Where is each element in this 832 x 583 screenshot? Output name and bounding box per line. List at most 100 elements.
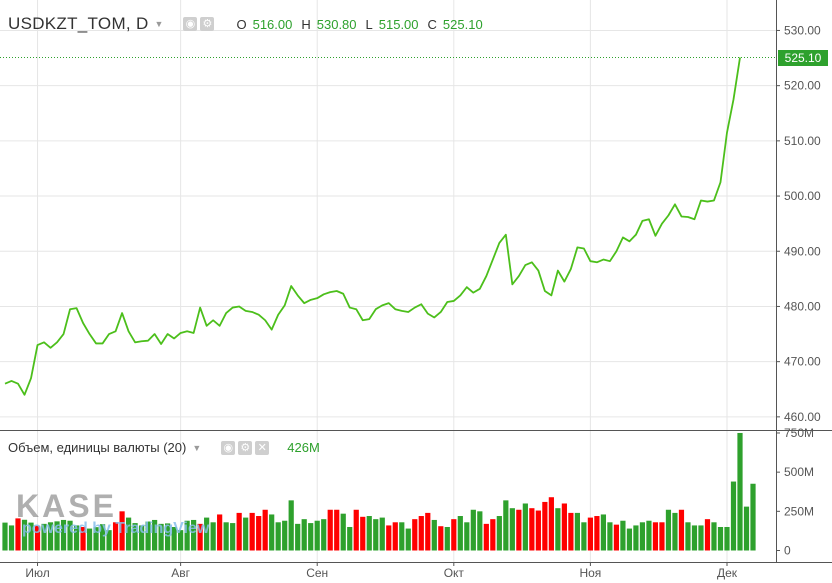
volume-bar — [210, 522, 216, 551]
volume-bar — [262, 509, 268, 551]
volume-bar — [724, 526, 730, 551]
volume-bar — [80, 526, 86, 551]
volume-title[interactable]: Объем, единицы валюты (20) — [8, 440, 187, 455]
time-tick-label: Июл — [25, 566, 49, 580]
volume-bar — [399, 522, 405, 551]
close-icon[interactable]: ✕ — [255, 440, 270, 455]
volume-bar — [15, 518, 21, 551]
volume-bar — [34, 525, 41, 551]
volume-bar — [607, 522, 613, 551]
volume-bar — [581, 522, 587, 551]
volume-bar — [275, 522, 281, 551]
gear-icon[interactable]: ⚙ — [238, 440, 253, 455]
volume-bar — [548, 497, 554, 551]
symbol-label[interactable]: USDKZT_TOM, D — [8, 14, 149, 33]
volume-bar — [301, 519, 307, 551]
volume-bar — [340, 513, 346, 551]
volume-bar — [366, 516, 372, 551]
high-label: H — [301, 16, 311, 32]
volume-bar — [665, 509, 672, 551]
volume-bar — [457, 516, 463, 551]
volume-bar — [67, 520, 73, 551]
tradingview-credit[interactable]: powered by TradingView — [22, 520, 210, 537]
volume-bar — [112, 522, 119, 551]
volume-bar — [652, 522, 659, 551]
volume-bar — [165, 523, 171, 551]
volume-bar — [490, 519, 496, 551]
volume-bar — [568, 512, 574, 551]
volume-bar — [574, 512, 580, 551]
volume-bar — [451, 519, 457, 551]
price-tick-label: 510.00 — [784, 134, 821, 148]
time-axis[interactable]: Июл Авг Сен Окт Ноя Дек — [25, 562, 738, 580]
volume-bars — [2, 432, 756, 551]
volume-bar — [132, 523, 138, 551]
volume-bar — [737, 432, 743, 551]
volume-bar — [249, 512, 255, 551]
eye-icon[interactable]: ◉ — [221, 440, 236, 455]
volume-bar — [470, 509, 476, 551]
volume-bar — [678, 509, 685, 551]
volume-tick-label: 500M — [784, 465, 814, 479]
volume-bar — [620, 520, 626, 551]
volume-bar — [73, 525, 80, 551]
volume-bar — [516, 509, 522, 551]
volume-bar — [21, 519, 28, 551]
volume-bar — [373, 519, 379, 551]
volume-bar — [230, 523, 236, 551]
high-value: 530.80 — [316, 16, 357, 32]
eye-icon[interactable]: ◉ — [183, 17, 198, 31]
price-tick-label: 520.00 — [784, 79, 821, 93]
close-label: C — [427, 16, 437, 32]
volume-bar — [178, 530, 184, 551]
volume-bar — [158, 523, 164, 551]
close-value: 525.10 — [442, 16, 483, 32]
volume-bar — [600, 514, 607, 551]
volume-bar — [496, 516, 502, 551]
volume-bar — [86, 528, 93, 551]
low-value: 515.00 — [378, 16, 419, 32]
volume-bar — [145, 521, 151, 551]
volume-dropdown-icon[interactable]: ▼ — [192, 442, 202, 453]
volume-bar — [47, 522, 54, 551]
price-tick-label: 460.00 — [784, 410, 821, 424]
volume-bar — [269, 514, 275, 551]
volume-bar — [425, 512, 431, 551]
time-tick-label: Дек — [717, 566, 738, 580]
volume-bar — [99, 524, 106, 551]
gear-icon[interactable]: ⚙ — [200, 17, 215, 31]
volume-bar — [60, 519, 67, 551]
price-axis[interactable]: 460.00 470.00 480.00 490.00 500.00 510.00 520.… — [776, 23, 821, 424]
volume-bar — [93, 527, 99, 551]
volume-bar — [54, 521, 60, 551]
low-label: L — [365, 16, 373, 32]
price-tick-label: 500.00 — [784, 189, 821, 203]
volume-bar — [405, 528, 411, 551]
volume-bar — [431, 519, 437, 551]
volume-bar — [217, 514, 223, 551]
open-label: O — [236, 16, 247, 32]
volume-legend: Объем, единицы валюты (20) ▼ ◉ ⚙ ✕ 426M — [8, 440, 320, 455]
volume-bar — [119, 511, 125, 551]
volume-value: 426M — [287, 440, 320, 455]
volume-bar — [282, 520, 288, 551]
volume-bar — [535, 510, 541, 551]
volume-bar — [308, 523, 314, 551]
volume-bar — [542, 501, 548, 551]
symbol-dropdown-icon[interactable]: ▼ — [154, 19, 164, 29]
volume-bar — [256, 516, 262, 551]
volume-bar — [236, 512, 242, 551]
volume-bar — [191, 519, 197, 551]
volume-bar — [639, 522, 646, 551]
volume-bar — [353, 509, 359, 551]
volume-bar — [8, 525, 15, 551]
last-price-badge: 525.10 — [778, 50, 828, 66]
volume-bar — [28, 522, 34, 551]
price-tick-label: 470.00 — [784, 355, 821, 369]
volume-bar — [314, 520, 320, 551]
volume-bar — [151, 519, 158, 551]
open-value: 516.00 — [252, 16, 293, 32]
volume-axis[interactable]: 0 250M 500M 750M — [776, 426, 814, 558]
